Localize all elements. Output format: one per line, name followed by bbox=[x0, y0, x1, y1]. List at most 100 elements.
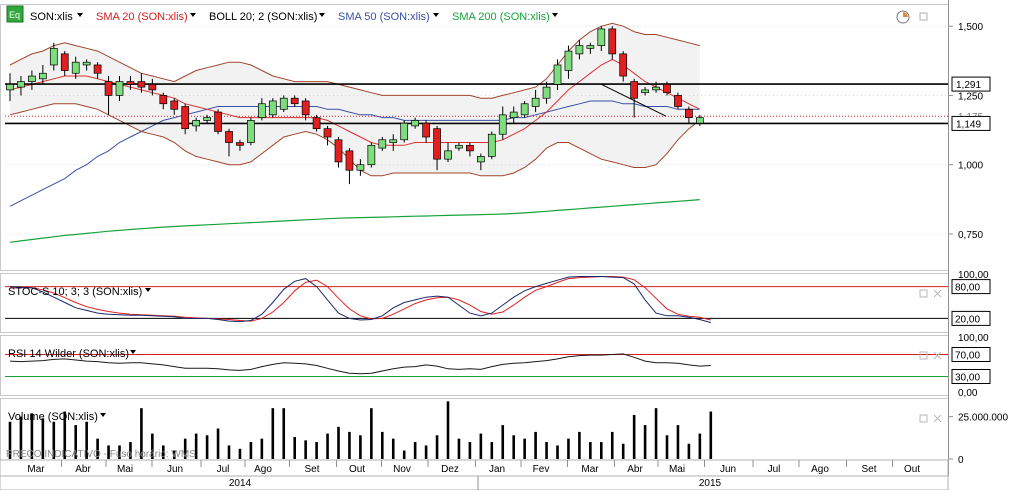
volume-bar bbox=[709, 411, 713, 459]
chevron-down-icon[interactable] bbox=[319, 13, 325, 17]
volume-bar bbox=[490, 442, 494, 459]
x-tick-label: Nov bbox=[393, 464, 411, 475]
candle-body bbox=[345, 150, 354, 171]
y-tick-label: 1,250 bbox=[958, 91, 983, 102]
volume-bar bbox=[402, 450, 406, 459]
volume-bar bbox=[512, 435, 515, 459]
sma200-line bbox=[9, 199, 700, 243]
volume-bar bbox=[621, 443, 625, 459]
rsi-title[interactable]: RSI 14 Wilder (SON:xlis) bbox=[8, 348, 129, 360]
x-tick-label: Jun bbox=[720, 464, 736, 475]
y-tick-label: 0,00 bbox=[958, 388, 978, 399]
chevron-down-icon[interactable] bbox=[100, 413, 106, 417]
chevron-down-icon[interactable] bbox=[77, 13, 83, 17]
level-label: 30,00 bbox=[955, 373, 980, 384]
level-box bbox=[951, 347, 991, 362]
stoch-title[interactable]: STOC-S 10; 3; 3 (SON:xlis) bbox=[8, 286, 142, 298]
candle-body bbox=[411, 120, 419, 127]
volume-bar bbox=[74, 425, 77, 459]
window-icon[interactable] bbox=[919, 351, 928, 360]
candle-body bbox=[608, 28, 617, 55]
candle-body bbox=[301, 100, 310, 116]
candle-body bbox=[290, 97, 299, 105]
volume-bar bbox=[183, 438, 187, 459]
volume-bar bbox=[479, 433, 483, 459]
close-icon[interactable] bbox=[933, 414, 942, 423]
candle-body bbox=[400, 122, 409, 141]
chevron-down-icon[interactable] bbox=[190, 13, 196, 17]
candle-body bbox=[685, 108, 693, 118]
candle-body bbox=[674, 95, 682, 107]
volume-bar bbox=[643, 425, 647, 459]
close-icon[interactable] bbox=[933, 351, 942, 360]
volume-bar bbox=[162, 445, 165, 459]
candle-body bbox=[466, 144, 474, 152]
legend-bollinger[interactable]: BOLL 20; 2 (SON:xlis) bbox=[209, 11, 317, 23]
window-icon[interactable] bbox=[919, 12, 928, 21]
candle-body bbox=[104, 81, 113, 96]
candle-body bbox=[225, 131, 233, 143]
chevron-down-icon[interactable] bbox=[433, 13, 439, 17]
candle-body bbox=[323, 128, 332, 138]
level-label: 80,00 bbox=[955, 283, 980, 294]
candle-body bbox=[487, 133, 496, 157]
volume-bar bbox=[545, 442, 548, 459]
candle-body bbox=[564, 50, 573, 71]
legend-sma50[interactable]: SMA 50 (SON:xlis) bbox=[338, 11, 430, 23]
candle-body bbox=[652, 86, 660, 91]
y-tick-label: 0,750 bbox=[958, 230, 983, 241]
volume-bar bbox=[238, 448, 242, 459]
volume-bar bbox=[446, 401, 450, 459]
x-tick-label: Mar bbox=[27, 464, 45, 475]
candle-body bbox=[389, 139, 398, 143]
candle-body bbox=[553, 64, 562, 85]
x-tick-label: Ago bbox=[811, 464, 829, 475]
legend-symbol[interactable]: SON:xlis bbox=[30, 11, 73, 23]
chevron-down-icon[interactable] bbox=[130, 350, 136, 354]
candle-body bbox=[115, 81, 124, 96]
chevron-down-icon[interactable] bbox=[145, 288, 151, 292]
candle-body bbox=[82, 61, 91, 66]
candle-body bbox=[378, 139, 387, 149]
legend-sma200[interactable]: SMA 200 (SON:xlis) bbox=[452, 11, 550, 23]
candle-body bbox=[71, 61, 80, 74]
volume-bar bbox=[249, 442, 253, 459]
y-tick-label: 25.000.000 bbox=[958, 413, 1008, 424]
window-icon[interactable] bbox=[919, 289, 928, 298]
x-tick-label: Out bbox=[904, 464, 920, 475]
volume-bar bbox=[8, 421, 12, 459]
candle-body bbox=[203, 117, 211, 121]
volume-bar bbox=[698, 433, 702, 459]
volume-bar bbox=[348, 431, 351, 459]
candle-body bbox=[334, 139, 343, 163]
level-box bbox=[951, 369, 991, 384]
clock-icon[interactable] bbox=[896, 10, 910, 24]
volume-bar bbox=[457, 438, 461, 459]
symbol-badge[interactable] bbox=[6, 5, 24, 23]
volume-bar bbox=[30, 413, 34, 459]
volume-bar bbox=[534, 431, 537, 459]
legend-sma20[interactable]: SMA 20 (SON:xlis) bbox=[96, 11, 188, 23]
candle-body bbox=[695, 117, 704, 124]
chevron-down-icon[interactable] bbox=[552, 13, 558, 17]
candle-body bbox=[170, 100, 179, 110]
volume-bar bbox=[194, 433, 198, 459]
volume-bar bbox=[41, 418, 45, 459]
candle-body bbox=[619, 53, 628, 77]
volume-bar bbox=[107, 445, 110, 459]
window-icon[interactable] bbox=[919, 414, 928, 423]
x-tick-label: Set bbox=[861, 464, 876, 475]
close-icon[interactable] bbox=[933, 289, 942, 298]
candle-body bbox=[148, 84, 157, 91]
candle-body bbox=[663, 84, 671, 94]
watermark: PREÇO INDICATIVO - Fuso horário: WMS bbox=[6, 449, 196, 460]
volume-bar bbox=[293, 436, 296, 459]
candle-body bbox=[455, 144, 463, 149]
y-tick-label: 1,500 bbox=[958, 22, 983, 33]
candle-body bbox=[137, 81, 146, 88]
year-strip bbox=[0, 475, 949, 491]
volume-bar bbox=[600, 442, 603, 459]
x-tick-label: Dez bbox=[441, 464, 459, 475]
volume-title[interactable]: Volume (SON:xlis) bbox=[8, 411, 98, 423]
